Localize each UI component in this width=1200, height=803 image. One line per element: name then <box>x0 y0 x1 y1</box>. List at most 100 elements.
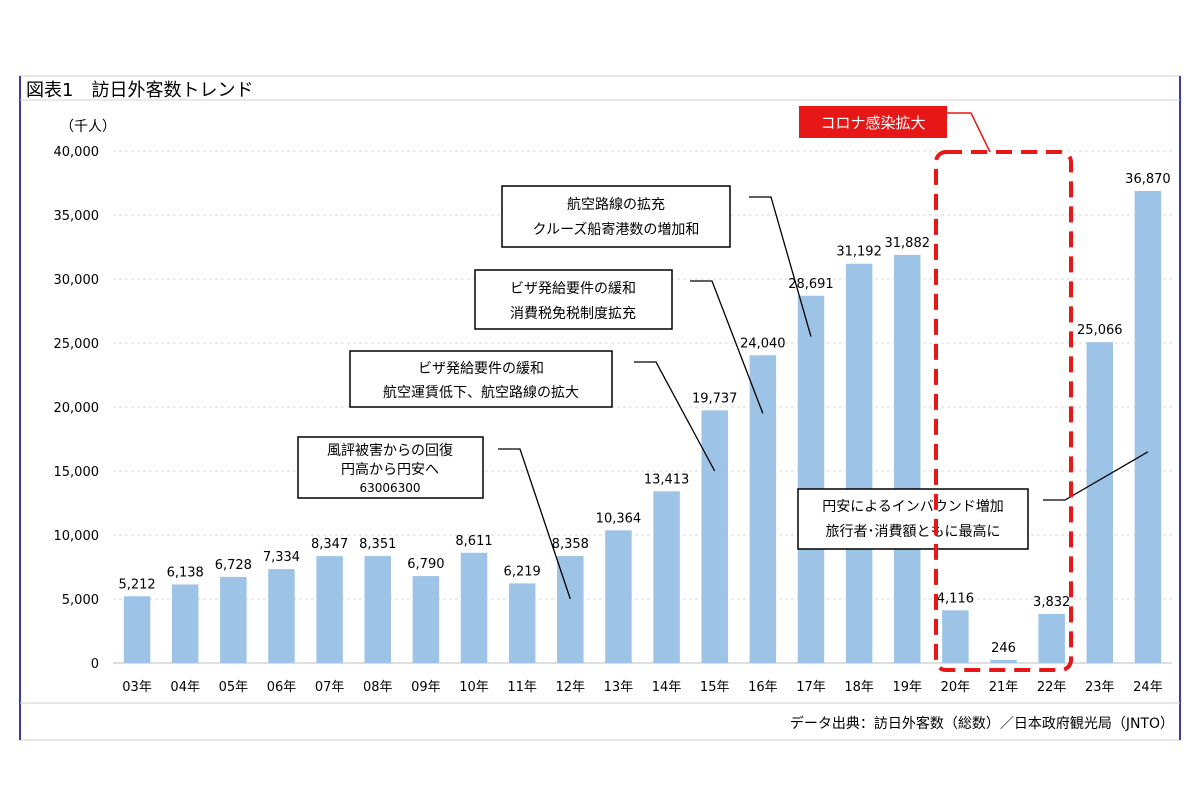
x-tick-label: 17年 <box>796 680 826 695</box>
bar <box>508 583 536 663</box>
bar <box>942 610 969 663</box>
covid-dashed-box <box>934 150 1073 672</box>
annotation-line: 航空路線の拡充 <box>567 197 665 213</box>
y-tick-label: 20,000 <box>54 401 100 416</box>
annotation-line: 旅行者･消費額ともに最高に <box>826 523 1001 540</box>
bar-value-label: 31,192 <box>836 245 882 260</box>
x-tick-label: 22年 <box>1037 680 1067 695</box>
bar <box>171 584 199 663</box>
bar-value-label: 8,358 <box>552 537 589 552</box>
x-tick-label: 06年 <box>267 680 297 695</box>
bar <box>220 576 247 663</box>
x-tick-label: 04年 <box>170 680 200 695</box>
bar <box>749 355 777 663</box>
x-tick-label: 18年 <box>844 680 874 695</box>
annotation-line: 円高から円安へ <box>341 461 439 478</box>
bar <box>460 552 488 663</box>
bar <box>364 556 391 663</box>
y-tick-label: 15,000 <box>54 465 100 480</box>
annotation-box <box>474 269 673 330</box>
y-tick-label: 30,000 <box>54 273 100 288</box>
annotation-visa-air: ビザ発給要件の緩和 航空運賃低下、航空路線の拡大 <box>349 350 613 408</box>
covid-label: コロナ感染拡大 <box>820 114 925 132</box>
covid-highlight: コロナ感染拡大 <box>799 106 1073 672</box>
annotation-leader-line <box>749 196 812 337</box>
bar <box>845 263 873 663</box>
y-tick-label: 35,000 <box>54 209 100 224</box>
bar <box>1134 191 1162 663</box>
x-tick-label: 19年 <box>892 680 922 695</box>
annotation-line: ビザ発給要件の緩和 <box>510 281 636 297</box>
x-tick-label: 14年 <box>652 680 682 695</box>
covid-label-box <box>799 106 947 138</box>
bar <box>1086 342 1114 663</box>
bar-value-label: 246 <box>991 641 1016 656</box>
annotation-line: 航空運賃低下、航空路線の拡大 <box>383 385 579 401</box>
x-tick-label: 10年 <box>459 680 489 695</box>
annotation-leader-line <box>498 448 571 600</box>
bar-value-label: 36,870 <box>1125 172 1171 187</box>
bar <box>990 659 1017 663</box>
y-tick-label: 10,000 <box>54 529 100 544</box>
bar-value-label: 8,347 <box>311 537 348 552</box>
bar-value-label: 10,364 <box>596 511 642 526</box>
bar <box>1038 613 1065 663</box>
bar <box>797 295 825 663</box>
bar-value-label: 5,212 <box>118 577 155 592</box>
x-tick-label: 15年 <box>700 680 730 695</box>
x-tick-labels: 03年 04年 05年 06年 07年 08年 09年 10年 11年 12年 13年 14年 15年 1… <box>122 680 1162 695</box>
bar-value-label: 8,351 <box>359 537 396 552</box>
annotation-line: 消費税免税制度拡充 <box>510 306 636 322</box>
annotation-leader-line <box>1043 451 1149 501</box>
annotation-leaders <box>498 196 1149 600</box>
x-tick-label: 23年 <box>1085 680 1115 695</box>
covid-callout-leader <box>947 112 991 153</box>
bar-value-label: 6,219 <box>504 564 541 579</box>
bar-value-label: 6,790 <box>407 557 444 572</box>
bar-value-label: 6,728 <box>215 558 252 573</box>
chart-title: 図表1 訪日外客数トレンド <box>26 80 253 101</box>
annotation-leader-line <box>690 280 764 414</box>
bar <box>268 569 295 663</box>
y-tick-label: 5,000 <box>62 593 99 608</box>
annotation-line: 円安によるインバウンド増加 <box>822 499 1004 515</box>
annotation-recovery: 風評被害からの回復 円高から円安へ 63006300 <box>297 436 484 499</box>
annotation-box <box>501 185 731 248</box>
bar <box>894 254 921 663</box>
bar-value-label: 13,413 <box>644 472 690 487</box>
annotation-box <box>297 436 484 499</box>
bar-value-label: 4,116 <box>937 591 974 606</box>
x-tick-label: 08年 <box>363 680 393 695</box>
x-tick-label: 07年 <box>315 680 345 695</box>
x-tick-label: 20年 <box>941 680 971 695</box>
x-tick-label: 24年 <box>1133 680 1163 695</box>
x-tick-label: 05年 <box>219 680 249 695</box>
annotation-line: ビザ発給要件の緩和 <box>418 361 544 377</box>
y-tick-label: 25,000 <box>54 337 100 352</box>
annotation-box <box>797 488 1029 550</box>
annotation-line: 風評被害からの回復 <box>327 442 453 459</box>
bar-value-label: 24,040 <box>740 336 786 351</box>
y-tick-label: 40,000 <box>54 145 100 160</box>
annotation-line: クルーズ船寄港数の増加和 <box>533 221 700 238</box>
annotation-route-cruise: 航空路線の拡充 クルーズ船寄港数の増加和 <box>501 185 731 248</box>
bar-value-label: 3,832 <box>1033 595 1070 610</box>
bar <box>701 410 728 663</box>
bar-value-label: 6,138 <box>167 565 204 580</box>
data-source: データ出典：訪日外客数（総数）／日本政府観光局（JNTO） <box>790 715 1174 732</box>
x-tick-label: 03年 <box>122 680 152 695</box>
bar-value-label: 28,691 <box>788 277 834 292</box>
bar-value-label: 25,066 <box>1077 323 1123 338</box>
x-tick-label: 12年 <box>556 680 586 695</box>
x-tick-label: 13年 <box>604 680 634 695</box>
annotation-weak-yen: 円安によるインバウンド増加 旅行者･消費額ともに最高に <box>797 488 1029 550</box>
bar-value-label: 8,611 <box>455 534 492 549</box>
annotation-leader-line <box>634 361 716 472</box>
annotation-line: 63006300 <box>359 481 420 495</box>
x-tick-label: 09年 <box>411 680 441 695</box>
bar-value-label: 31,882 <box>885 236 931 251</box>
bar <box>316 556 343 663</box>
x-tick-label: 11年 <box>507 680 537 695</box>
bar <box>653 491 680 663</box>
